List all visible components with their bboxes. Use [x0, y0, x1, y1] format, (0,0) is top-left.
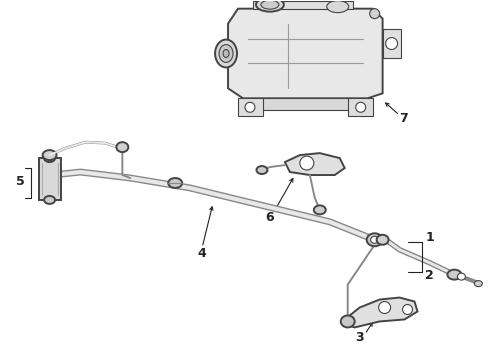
- Text: 5: 5: [16, 175, 24, 189]
- Ellipse shape: [474, 280, 482, 287]
- Ellipse shape: [44, 154, 55, 162]
- Ellipse shape: [256, 0, 284, 12]
- Polygon shape: [238, 98, 263, 116]
- Polygon shape: [258, 98, 353, 110]
- Ellipse shape: [116, 142, 128, 152]
- Circle shape: [403, 305, 413, 315]
- Text: 3: 3: [355, 331, 364, 344]
- Ellipse shape: [219, 45, 233, 62]
- Ellipse shape: [367, 233, 383, 246]
- Bar: [39, 158, 61, 200]
- Text: 7: 7: [399, 112, 408, 125]
- Ellipse shape: [261, 0, 279, 9]
- Ellipse shape: [314, 206, 326, 214]
- Polygon shape: [348, 98, 372, 116]
- Ellipse shape: [341, 315, 355, 328]
- Circle shape: [300, 156, 314, 170]
- Ellipse shape: [44, 196, 55, 204]
- Text: 4: 4: [198, 247, 206, 260]
- Polygon shape: [383, 28, 400, 58]
- Ellipse shape: [223, 50, 229, 58]
- Ellipse shape: [369, 9, 380, 19]
- Ellipse shape: [457, 273, 465, 280]
- Text: 2: 2: [425, 269, 434, 282]
- Ellipse shape: [386, 37, 397, 50]
- Polygon shape: [253, 1, 353, 9]
- Circle shape: [379, 302, 391, 314]
- Text: 1: 1: [425, 231, 434, 244]
- Polygon shape: [285, 153, 345, 175]
- Ellipse shape: [43, 150, 56, 160]
- Ellipse shape: [215, 40, 237, 67]
- Ellipse shape: [256, 166, 268, 174]
- Ellipse shape: [168, 178, 182, 188]
- Circle shape: [356, 102, 366, 112]
- Ellipse shape: [377, 235, 389, 245]
- Ellipse shape: [447, 270, 462, 280]
- Ellipse shape: [327, 1, 349, 13]
- Polygon shape: [345, 298, 417, 328]
- Polygon shape: [228, 9, 383, 98]
- Ellipse shape: [370, 236, 379, 243]
- Text: 6: 6: [265, 211, 273, 224]
- Circle shape: [245, 102, 255, 112]
